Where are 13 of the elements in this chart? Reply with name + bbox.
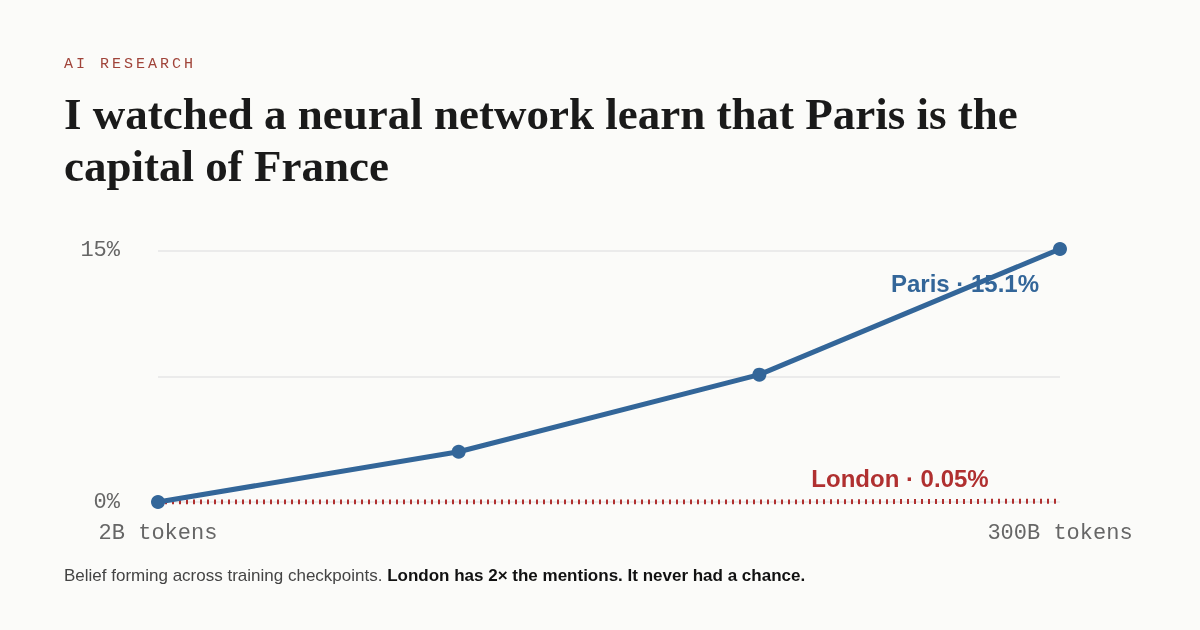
- text: London has 2× the mentions. It never had a chance.: [386, 566, 806, 585]
- y-tick-label: 0%: [93, 489, 121, 515]
- point: [752, 367, 767, 382]
- point: [1053, 242, 1067, 256]
- point: [451, 444, 466, 459]
- y-tick-label: 15%: [80, 238, 121, 264]
- point: [151, 495, 165, 509]
- chart-subtitle: AI RESEARCH: [64, 56, 197, 73]
- x-tick-label: 2B tokens: [98, 520, 218, 546]
- chart-title: I watched a neural network learn that Paris is the capital of France: [64, 88, 1019, 192]
- x-tick-label: 300B tokens: [987, 520, 1133, 546]
- text: London · 0.05%: [811, 464, 989, 492]
- text: Belief forming across training checkpoints.: [64, 566, 383, 585]
